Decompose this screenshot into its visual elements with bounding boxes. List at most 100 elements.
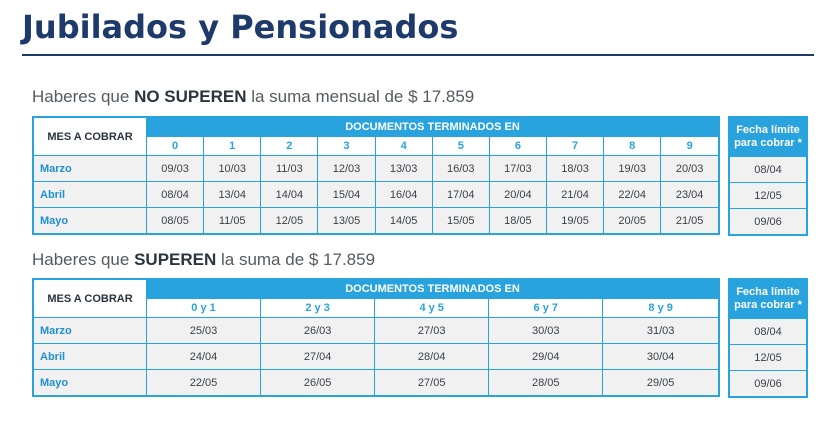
table-row: 12/05 <box>728 344 808 371</box>
digit-header: 8 y 9 <box>602 298 720 318</box>
date-cell: 20/04 <box>488 181 547 208</box>
digit-header: 5 <box>431 136 490 156</box>
date-cell: 26/03 <box>260 317 376 344</box>
date-cell: 18/03 <box>545 155 605 182</box>
limit-date-cell: 09/06 <box>728 370 808 398</box>
digit-header: 6 <box>488 136 547 156</box>
fecha-limite-header: Fecha límite para cobrar * <box>728 278 808 319</box>
fecha-limite-table-superen: Fecha límite para cobrar * 08/04 12/05 09/0… <box>728 278 808 398</box>
digit-header: 2 y 3 <box>260 298 376 318</box>
date-cell: 13/05 <box>317 207 376 235</box>
date-cell: 31/03 <box>602 317 720 344</box>
mes-a-cobrar-header: MES A COBRAR <box>32 278 147 318</box>
limit-date-cell: 09/06 <box>728 208 808 236</box>
date-cell: 19/03 <box>603 155 662 182</box>
table-row: Mayo 22/05 26/05 27/05 28/05 29/05 <box>32 369 720 397</box>
title-divider <box>22 54 814 56</box>
section1-caption-bold: NO SUPEREN <box>134 87 247 106</box>
digit-header: 6 y 7 <box>488 298 604 318</box>
limit-date-cell: 12/05 <box>728 182 808 209</box>
table-row: Abril 24/04 27/04 28/04 29/04 30/04 <box>32 343 720 370</box>
date-cell: 21/05 <box>660 207 720 235</box>
documentos-header: DOCUMENTOS TERMINADOS EN <box>146 116 720 137</box>
date-cell: 29/04 <box>488 343 604 370</box>
digit-header: 3 <box>317 136 376 156</box>
schedule-table-superen: MES A COBRAR DOCUMENTOS TERMINADOS EN 0 … <box>32 278 720 397</box>
fecha-limite-line1: Fecha límite <box>736 124 800 136</box>
date-cell: 25/03 <box>145 317 262 344</box>
date-cell: 26/05 <box>260 369 376 397</box>
digit-header: 1 <box>203 136 262 156</box>
table-row: 09/06 <box>728 370 808 398</box>
digit-header: 4 <box>374 136 433 156</box>
table-row: Abril 08/04 13/04 14/04 15/04 16/04 17/04 20/04… <box>32 181 720 208</box>
page-title: Jubilados y Pensionados <box>22 8 459 46</box>
date-cell: 12/05 <box>260 207 319 235</box>
date-cell: 11/03 <box>260 155 319 182</box>
date-cell: 28/04 <box>374 343 490 370</box>
date-cell: 24/04 <box>145 343 262 370</box>
digit-header: 9 <box>660 136 720 156</box>
table-row: 08/04 <box>728 318 808 345</box>
digit-header: 7 <box>545 136 605 156</box>
date-cell: 08/04 <box>145 181 205 208</box>
date-cell: 20/03 <box>660 155 720 182</box>
date-cell: 22/05 <box>145 369 262 397</box>
mes-a-cobrar-header: MES A COBRAR <box>32 116 147 156</box>
section2-caption: Haberes que SUPEREN la suma de $ 17.859 <box>32 250 375 270</box>
date-cell: 14/05 <box>374 207 433 235</box>
table-row: Mayo 08/05 11/05 12/05 13/05 14/05 15/05 18/05 1… <box>32 207 720 235</box>
fecha-limite-table-no-superen: Fecha límite para cobrar * 08/04 12/05 09/0… <box>728 116 808 236</box>
date-cell: 27/04 <box>260 343 376 370</box>
table-row: 12/05 <box>728 182 808 209</box>
month-label: Abril <box>32 343 147 370</box>
table-row: 08/04 <box>728 156 808 183</box>
digit-header: 0 <box>145 136 205 156</box>
month-label: Mayo <box>32 369 147 397</box>
digit-header: 2 <box>260 136 319 156</box>
date-cell: 21/04 <box>545 181 605 208</box>
fecha-limite-header: Fecha límite para cobrar * <box>728 116 808 157</box>
month-label: Marzo <box>32 155 147 182</box>
date-cell: 30/03 <box>488 317 604 344</box>
section1-caption: Haberes que NO SUPEREN la suma mensual d… <box>32 87 474 107</box>
date-cell: 15/05 <box>431 207 490 235</box>
table-row: Marzo 25/03 26/03 27/03 30/03 31/03 <box>32 317 720 344</box>
fecha-limite-line2: para cobrar * <box>734 137 802 149</box>
date-cell: 30/04 <box>602 343 720 370</box>
date-cell: 13/04 <box>203 181 262 208</box>
date-cell: 11/05 <box>203 207 262 235</box>
date-cell: 19/05 <box>545 207 605 235</box>
date-cell: 10/03 <box>203 155 262 182</box>
date-cell: 16/04 <box>374 181 433 208</box>
date-cell: 17/03 <box>488 155 547 182</box>
section2-caption-post: la suma de $ 17.859 <box>216 250 376 269</box>
limit-date-cell: 08/04 <box>728 318 808 345</box>
date-cell: 09/03 <box>145 155 205 182</box>
date-cell: 08/05 <box>145 207 205 235</box>
date-cell: 14/04 <box>260 181 319 208</box>
date-cell: 27/03 <box>374 317 490 344</box>
date-cell: 15/04 <box>317 181 376 208</box>
documentos-header: DOCUMENTOS TERMINADOS EN <box>146 278 720 299</box>
date-cell: 20/05 <box>603 207 662 235</box>
date-cell: 17/04 <box>431 181 490 208</box>
date-cell: 28/05 <box>488 369 604 397</box>
date-cell: 12/03 <box>317 155 376 182</box>
limit-date-cell: 12/05 <box>728 344 808 371</box>
digit-header: 4 y 5 <box>374 298 490 318</box>
limit-date-cell: 08/04 <box>728 156 808 183</box>
section2-caption-bold: SUPEREN <box>134 250 217 269</box>
digit-header: 8 <box>603 136 662 156</box>
date-cell: 22/04 <box>603 181 662 208</box>
date-cell: 18/05 <box>488 207 547 235</box>
date-cell: 29/05 <box>602 369 720 397</box>
month-label: Mayo <box>32 207 147 235</box>
table-row: Marzo 09/03 10/03 11/03 12/03 13/03 16/03 17/03… <box>32 155 720 182</box>
month-label: Marzo <box>32 317 147 344</box>
section1-caption-post: la suma mensual de $ 17.859 <box>246 87 475 106</box>
section1-caption-pre: Haberes que <box>32 87 135 106</box>
date-cell: 13/03 <box>374 155 433 182</box>
table-row: 09/06 <box>728 208 808 236</box>
date-cell: 23/04 <box>660 181 720 208</box>
